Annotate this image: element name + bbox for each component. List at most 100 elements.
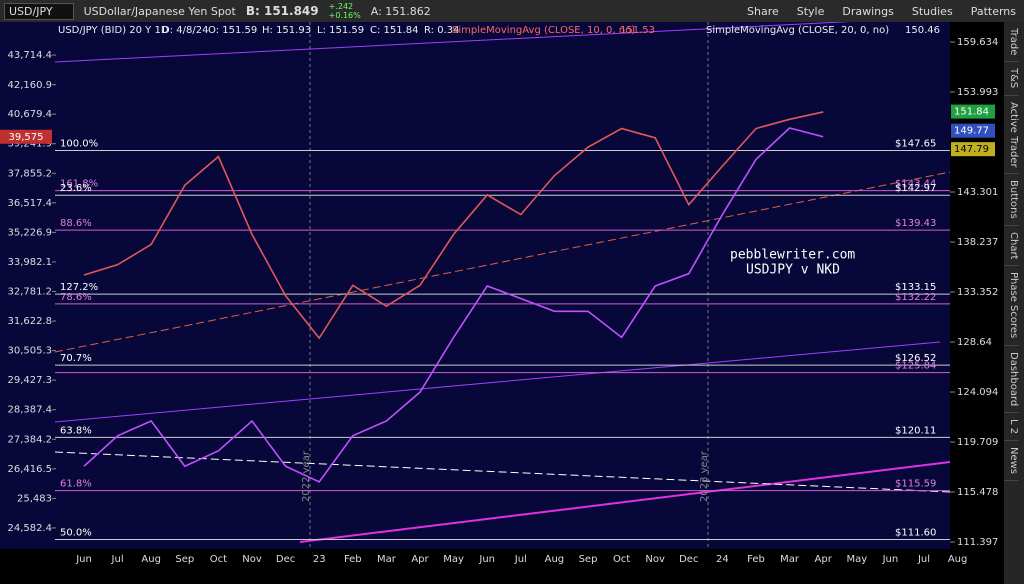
side-tab[interactable]: Phase Scores <box>1004 266 1019 346</box>
nkd-box <box>0 129 52 144</box>
y-tick-label: 115.478 <box>957 487 998 498</box>
header-item: O: 151.59 <box>208 25 257 36</box>
y2-tick-label: 37,855.2 <box>7 168 52 179</box>
toolbar: USD/JPY USDollar/Japanese Yen Spot B: 15… <box>0 0 1024 22</box>
x-tick-label: Jul <box>917 554 930 565</box>
toolbar-button[interactable]: Studies <box>911 4 953 18</box>
y-tick-label: 111.397 <box>957 537 998 548</box>
x-tick-label: Apr <box>815 554 833 565</box>
trend-line <box>54 451 951 493</box>
y2-tick-label: 25,483 <box>17 493 52 504</box>
fib-price-label: $120.11 <box>895 425 936 436</box>
bid: B: 151.849 <box>245 4 319 18</box>
fib-price-label: $143.44 <box>895 179 936 190</box>
x-tick-label: Jul <box>514 554 527 565</box>
y2-tick-label: 35,226.9 <box>7 227 52 238</box>
toolbar-button[interactable]: Drawings <box>842 4 894 18</box>
change-pct: +0.16% <box>328 11 361 20</box>
fib-price-label: $142.97 <box>895 183 936 194</box>
x-tick-label: Aug <box>141 554 161 565</box>
side-tab[interactable]: T&S <box>1004 62 1019 96</box>
header-item: C: 151.84 <box>370 25 419 36</box>
fib-percent-label: 100.0% <box>60 138 98 149</box>
y2-tick-label: 39,241.9 <box>7 139 52 150</box>
x-tick-label: Dec <box>276 554 295 565</box>
toolbar-button[interactable]: Share <box>747 4 779 18</box>
x-tick-label: 23 <box>313 554 326 565</box>
x-tick-label: Feb <box>747 554 765 565</box>
side-tab[interactable]: Trade <box>1004 22 1019 63</box>
price-box-label: 151.84 <box>954 107 989 118</box>
x-axis-bg <box>0 549 1004 584</box>
symbol-box[interactable]: USD/JPY <box>4 2 74 20</box>
price-box-label: 147.79 <box>954 144 989 155</box>
fib-price-label: $125.84 <box>895 361 936 372</box>
x-tick-label: Nov <box>645 554 665 565</box>
x-tick-label: Oct <box>210 554 227 565</box>
watermark: pebblewriter.com <box>730 248 855 263</box>
fib-percent-label: 23.6% <box>60 183 92 194</box>
toolbar-button[interactable]: Patterns <box>970 4 1016 18</box>
sma-label: SimpleMovingAvg (CLOSE, 10, 0, no) <box>452 25 635 36</box>
chart: 2022 year 2023 year pebblewriter.com USD… <box>0 22 1004 584</box>
x-tick-label: Apr <box>411 554 429 565</box>
y2-tick-label: 31,622.8 <box>7 316 52 327</box>
change: +.242 +0.16% <box>329 2 361 20</box>
nkd-last: 39,575 <box>9 132 44 143</box>
trend-line <box>54 171 951 353</box>
x-tick-label: Sep <box>175 554 194 565</box>
fib-price-label: $126.52 <box>895 353 936 364</box>
side-tabs: Trade T&S Active Trader Buttons Chart Phase S… <box>1004 22 1024 584</box>
x-tick-label: Dec <box>679 554 698 565</box>
y-tick-label: 138.237 <box>957 237 998 248</box>
x-tick-label: Aug <box>545 554 565 565</box>
y2-tick-label: 26,416.5 <box>7 464 52 475</box>
x-tick-label: Oct <box>613 554 630 565</box>
sma-value: 151.53 <box>620 25 655 36</box>
fib-percent-label: 88.6% <box>60 218 92 229</box>
side-tab[interactable]: Buttons <box>1004 174 1019 226</box>
description: USDollar/Japanese Yen Spot <box>83 4 236 18</box>
trend-line <box>54 22 852 63</box>
price-box <box>951 123 995 138</box>
header-item: L: 151.59 <box>317 25 364 36</box>
sma-value: 150.46 <box>905 25 940 36</box>
side-tab[interactable]: Dashboard <box>1004 346 1019 413</box>
x-tick-label: Jul <box>111 554 124 565</box>
ask: A: 151.862 <box>370 4 431 18</box>
fib-price-label: $147.65 <box>895 138 936 149</box>
y-tick-label: 119.709 <box>957 437 998 448</box>
fib-price-label: $111.60 <box>895 528 936 539</box>
y2-tick-label: 43,714.4 <box>7 50 52 61</box>
x-tick-label: 24 <box>716 554 729 565</box>
x-tick-label: Nov <box>242 554 262 565</box>
x-tick-label: May <box>846 554 867 565</box>
plot-bg <box>0 22 950 549</box>
y2-tick-label: 32,781.2 <box>7 286 52 297</box>
side-tab[interactable]: Active Trader <box>1004 96 1019 175</box>
header-item: R: 0.34 <box>424 25 459 36</box>
y2-tick-label: 30,505.3 <box>7 346 52 357</box>
fib-percent-label: 50.0% <box>60 528 92 539</box>
header-item: USD/JPY (BID) 20 Y 1D <box>58 25 169 36</box>
side-tab[interactable]: Chart <box>1004 226 1019 267</box>
y-tick-label: 124.094 <box>957 387 998 398</box>
price-box <box>951 104 995 119</box>
fib-percent-label: 78.6% <box>60 292 92 303</box>
header-item: H: 151.93 <box>262 25 311 36</box>
side-tab[interactable]: L 2 <box>1004 413 1019 442</box>
toolbar-button[interactable]: Style <box>796 4 825 18</box>
fib-percent-label: 161.8% <box>60 179 98 190</box>
y2-tick-label: 27,384.2 <box>7 434 52 445</box>
side-tab[interactable]: News <box>1004 441 1019 482</box>
x-tick-label: Sep <box>579 554 598 565</box>
fib-price-label: $115.59 <box>895 479 936 490</box>
y-tick-label: 143.301 <box>957 187 998 198</box>
x-tick-label: May <box>443 554 464 565</box>
y2-tick-label: 42,160.9 <box>7 80 52 91</box>
sma-label: SimpleMovingAvg (CLOSE, 20, 0, no) <box>706 25 889 36</box>
fib-percent-label: 63.8% <box>60 425 92 436</box>
change-abs: +.242 <box>328 2 354 11</box>
trend-line <box>54 341 941 423</box>
